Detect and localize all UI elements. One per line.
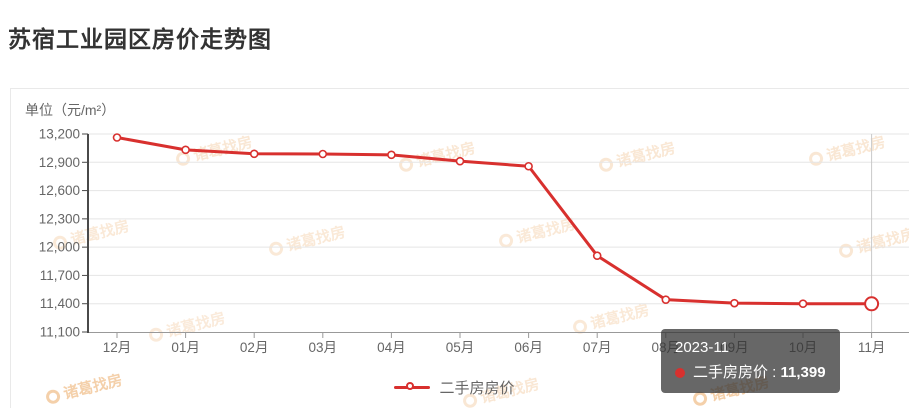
legend-circle-glyph: [406, 381, 415, 390]
data-point[interactable]: [181, 145, 190, 155]
x-axis-label: 04月: [377, 340, 406, 355]
data-point[interactable]: [524, 161, 533, 171]
data-point-hovered[interactable]: [864, 296, 880, 312]
y-axis-label: 12,900: [39, 155, 80, 170]
x-axis-label: 10月: [789, 340, 818, 355]
series-line: [115, 135, 874, 306]
y-axis-unit-label: 单位（元/m²）: [25, 102, 116, 118]
x-axis-label: 01月: [171, 340, 200, 355]
y-axis-label: 11,400: [40, 296, 80, 311]
y-axis-label: 12,300: [39, 211, 80, 226]
line-series-legend-icon: [394, 380, 431, 396]
x-axis-label: 02月: [240, 340, 269, 355]
x-axis-label: 05月: [446, 340, 475, 355]
data-point[interactable]: [661, 295, 671, 304]
x-axis-label: 03月: [309, 340, 338, 355]
data-point[interactable]: [387, 150, 396, 160]
y-axis-label: 11,700: [40, 268, 80, 283]
data-point[interactable]: [112, 133, 122, 142]
x-axis-label: 11月: [858, 340, 886, 355]
data-point[interactable]: [249, 149, 259, 159]
data-point[interactable]: [318, 149, 328, 159]
data-point[interactable]: [730, 298, 739, 308]
x-axis-label: 07月: [583, 340, 612, 355]
y-axis-label: 11,100: [40, 325, 80, 340]
x-axis-label: 06月: [514, 340, 543, 355]
y-axis-label: 12,600: [39, 183, 80, 198]
data-point[interactable]: [798, 299, 808, 309]
x-axis-label: 12月: [103, 340, 132, 355]
y-axis-label: 12,000: [39, 240, 80, 255]
page-title: 苏宿工业园区房价走势图: [8, 26, 272, 52]
y-axis-label: 13,200: [39, 127, 80, 142]
legend-item-secondhand-price[interactable]: 二手房房价: [0, 377, 909, 398]
data-point[interactable]: [592, 251, 602, 261]
x-axis-label: 09月: [720, 340, 749, 355]
x-axis-label: 08月: [652, 340, 681, 355]
data-point[interactable]: [455, 156, 465, 166]
legend-label: 二手房房价: [439, 380, 515, 397]
